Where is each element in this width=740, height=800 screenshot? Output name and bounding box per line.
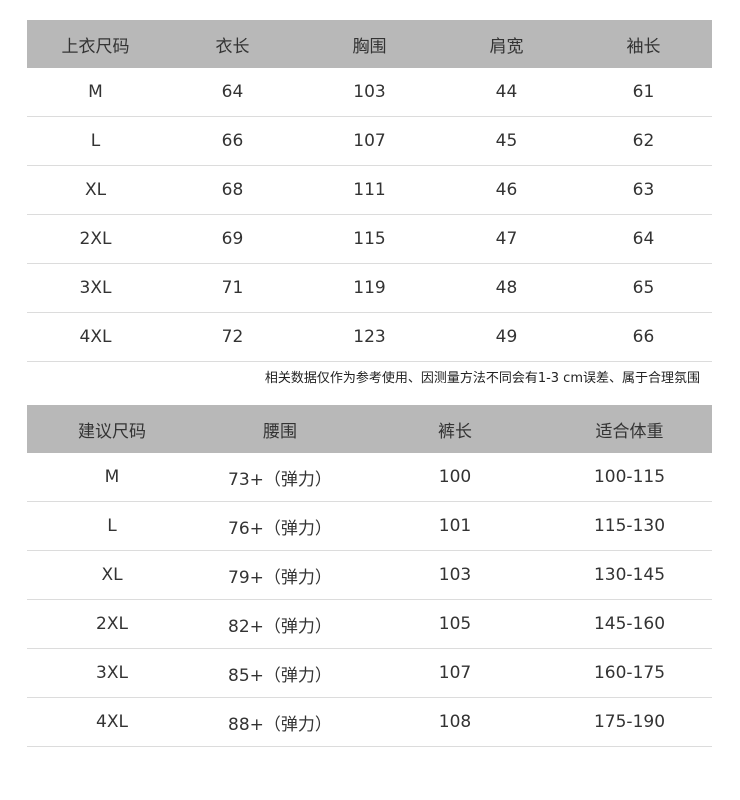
table-cell: 111	[301, 165, 438, 215]
table-cell: L	[27, 501, 197, 551]
table-cell: 115	[301, 214, 438, 264]
table-row: 3XL 71 119 48 65	[27, 263, 712, 313]
table-cell: 79+（弹力）	[197, 550, 363, 600]
table-cell: 49	[438, 312, 575, 362]
table-cell: 130-145	[547, 550, 712, 600]
table-cell: 119	[301, 263, 438, 313]
table-cell: 103	[301, 68, 438, 117]
table-cell: 2XL	[27, 214, 164, 264]
table-cell: M	[27, 68, 164, 117]
table-cell: 88+（弹力）	[197, 697, 363, 747]
measurement-note: 相关数据仅作为参考使用、因测量方法不同会有1-3 cm误差、属于合理氛围	[264, 371, 700, 386]
table-cell: 101	[363, 501, 547, 551]
table-row: 2XL 69 115 47 64	[27, 214, 712, 264]
table-cell: 145-160	[547, 599, 712, 649]
table-cell: 4XL	[27, 312, 164, 362]
table-cell: XL	[27, 550, 197, 600]
table-cell: 76+（弹力）	[197, 501, 363, 551]
table-row: 3XL 85+（弹力） 107 160-175	[27, 648, 712, 698]
table-cell: 61	[575, 68, 712, 117]
column-header: 腰围	[197, 405, 363, 453]
table-cell: 68	[164, 165, 301, 215]
table-cell: 64	[164, 68, 301, 117]
table-cell: 46	[438, 165, 575, 215]
table-cell: 71	[164, 263, 301, 313]
table-header-row: 建议尺码 腰围 裤长 适合体重	[27, 405, 712, 453]
table-cell: 100-115	[547, 453, 712, 502]
column-header: 建议尺码	[27, 405, 197, 453]
table-cell: 72	[164, 312, 301, 362]
table-cell: 175-190	[547, 697, 712, 747]
table-cell: 107	[363, 648, 547, 698]
table-cell: 47	[438, 214, 575, 264]
table-row: XL 79+（弹力） 103 130-145	[27, 550, 712, 600]
column-header: 袖长	[575, 20, 712, 68]
table-row: 4XL 88+（弹力） 108 175-190	[27, 697, 712, 747]
table-cell: 44	[438, 68, 575, 117]
table-cell: 66	[164, 116, 301, 166]
table-row: M 73+（弹力） 100 100-115	[27, 453, 712, 502]
table-cell: M	[27, 453, 197, 502]
table-cell: 85+（弹力）	[197, 648, 363, 698]
table-cell: 48	[438, 263, 575, 313]
table-row: 2XL 82+（弹力） 105 145-160	[27, 599, 712, 649]
table-row: L 76+（弹力） 101 115-130	[27, 501, 712, 551]
table-row: 4XL 72 123 49 66	[27, 312, 712, 362]
table-header-row: 上衣尺码 衣长 胸围 肩宽 袖长	[27, 20, 712, 68]
column-header: 衣长	[164, 20, 301, 68]
table-cell: 2XL	[27, 599, 197, 649]
table-cell: XL	[27, 165, 164, 215]
table-cell: 45	[438, 116, 575, 166]
table-cell: 107	[301, 116, 438, 166]
table-cell: 103	[363, 550, 547, 600]
table-cell: 115-130	[547, 501, 712, 551]
table-cell: 105	[363, 599, 547, 649]
table-cell: 3XL	[27, 263, 164, 313]
table-cell: 63	[575, 165, 712, 215]
table-cell: 100	[363, 453, 547, 502]
table-cell: 64	[575, 214, 712, 264]
table-row: XL 68 111 46 63	[27, 165, 712, 215]
column-header: 裤长	[363, 405, 547, 453]
table-cell: 69	[164, 214, 301, 264]
table-cell: 82+（弹力）	[197, 599, 363, 649]
bottom-size-table: 建议尺码 腰围 裤长 适合体重 M 73+（弹力） 100 100-115 L 76+（弹力） 1…	[27, 405, 712, 747]
table-cell: 4XL	[27, 697, 197, 747]
top-size-table: 上衣尺码 衣长 胸围 肩宽 袖长 M 64 103 44 61 L 66 107 45 62 XL 68 111…	[27, 20, 712, 362]
table-cell: 123	[301, 312, 438, 362]
table-row: L 66 107 45 62	[27, 116, 712, 166]
column-header: 上衣尺码	[27, 20, 164, 68]
table-cell: 66	[575, 312, 712, 362]
table-cell: 3XL	[27, 648, 197, 698]
table-cell: 108	[363, 697, 547, 747]
table-cell: 73+（弹力）	[197, 453, 363, 502]
column-header: 肩宽	[438, 20, 575, 68]
table-row: M 64 103 44 61	[27, 68, 712, 117]
column-header: 胸围	[301, 20, 438, 68]
table-cell: 160-175	[547, 648, 712, 698]
table-cell: 62	[575, 116, 712, 166]
table-cell: 65	[575, 263, 712, 313]
table-cell: L	[27, 116, 164, 166]
column-header: 适合体重	[547, 405, 712, 453]
